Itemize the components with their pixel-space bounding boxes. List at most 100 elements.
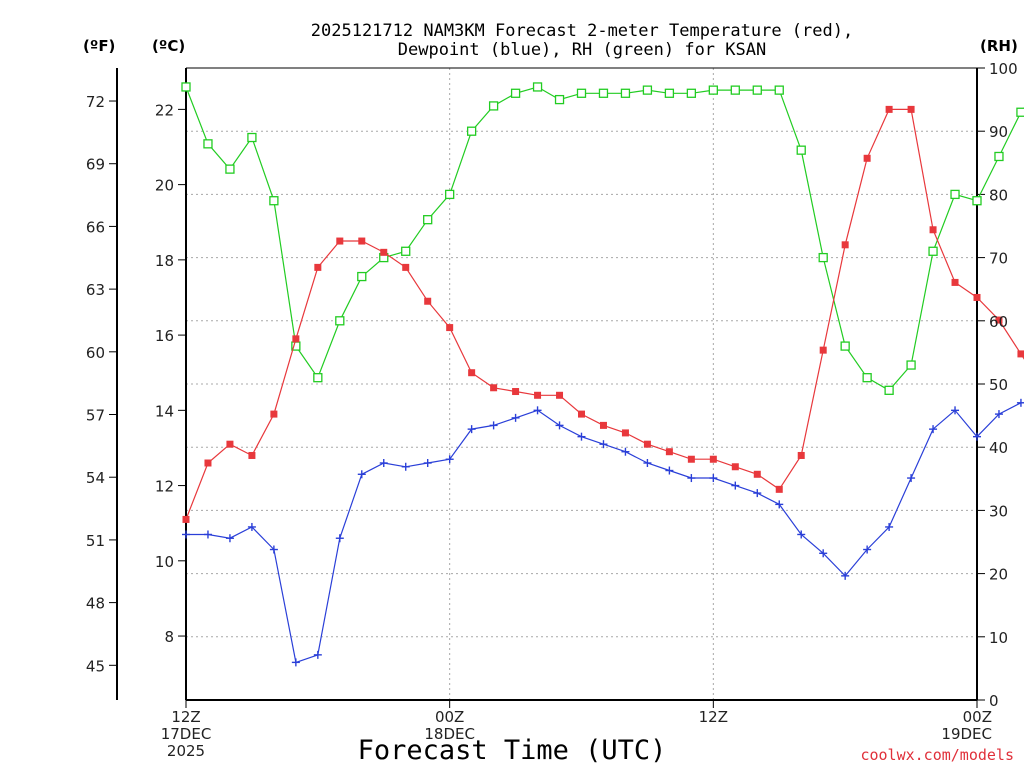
dewpoint-point [863,545,872,554]
dewpoint-point [467,425,476,434]
x-tick-label: 00Z [963,708,992,726]
temperature-point [534,391,542,399]
rh-point [203,139,213,149]
dewpoint-point [203,530,212,539]
rh-tick-label: 100 [989,60,1018,78]
rh-series [181,82,1024,395]
rh-point [225,164,235,174]
x-tick-label: 17DEC [161,725,212,743]
temperature-point [446,324,454,332]
dewpoint-point [973,432,981,441]
x-tick-label: 00Z [435,708,464,726]
temperature-point [753,470,761,478]
dewpoint-point [555,421,564,430]
dewpoint-point [489,421,498,430]
rh-tick-label: 40 [989,439,1008,457]
rh-point [950,189,960,200]
dewpoint-point [445,455,454,464]
dewpoint-point [643,459,652,467]
celsius-tick-label: 18 [155,252,174,270]
rh-axis-unit: (RH) [980,37,1018,55]
x-tick-label: 19DEC [941,725,992,743]
temperature-series [182,105,1024,523]
temperature-point [929,226,937,234]
rh-point [642,85,653,95]
rh-point [686,88,697,98]
dewpoint-point [753,489,762,498]
temperature-point [819,346,827,354]
celsius-tick-label: 16 [155,327,174,345]
dewpoint-point [951,406,960,415]
temperature-point [797,451,805,459]
rh-point [862,373,872,383]
dewpoint-point [225,534,234,543]
rh-point [510,88,521,98]
fahrenheit-tick-label: 54 [86,469,105,487]
dewpoint-point [247,522,256,531]
celsius-tick-label: 12 [155,478,174,496]
temperature-point [358,237,366,245]
temperature-point [643,440,651,448]
rh-tick-label: 80 [989,186,1008,204]
rh-point [664,88,675,98]
rh-point [906,360,916,370]
chart-title-line-1: 2025121712 NAM3KM Forecast 2-meter Tempe… [311,21,853,41]
temperature-point [665,448,673,456]
rh-point [269,196,279,206]
celsius-axis-unit: (ºC) [152,37,185,55]
dewpoint-point [1016,398,1024,407]
rh-point [840,341,850,351]
fahrenheit-tick-label: 48 [86,595,105,613]
dewpoint-point [291,658,300,667]
fahrenheit-axis-unit: (ºF) [83,37,115,55]
rh-point [884,385,894,395]
dewpoint-point [269,545,278,554]
temperature-point [863,154,871,162]
temperature-point [775,485,783,493]
grid-lines [186,68,977,700]
dewpoint-point [599,440,608,449]
temperature-point [578,410,585,418]
temperature-point [402,263,410,271]
dewpoint-line [186,402,1024,664]
dewpoint-point [731,481,740,490]
rh-point [620,88,631,98]
fahrenheit-tick-label: 57 [86,407,105,425]
rh-point [357,271,367,282]
temperature-point [512,388,520,396]
celsius-tick-label: 10 [155,553,174,571]
temperature-point [951,278,959,286]
rh-tick-label: 90 [989,123,1008,141]
celsius-tick-label: 8 [164,628,174,646]
dewpoint-point [401,462,410,471]
temperature-point [182,515,190,523]
temperature-point [292,335,300,343]
dewpoint-point [335,534,344,543]
temperature-point [204,459,212,467]
fahrenheit-tick-label: 63 [86,281,105,299]
rh-point [708,85,718,95]
dewpoint-point [621,447,630,456]
dewpoint-point [665,466,674,475]
celsius-tick-label: 20 [155,177,174,195]
dewpoint-point [885,522,894,531]
dewpoint-point [841,571,850,580]
temperature-point [709,455,717,463]
axes [109,67,985,708]
temperature-point [687,455,695,463]
temperature-point [226,440,234,448]
rh-point [466,126,477,136]
dewpoint-point [357,470,366,479]
rh-point [532,82,543,92]
dewpoint-point [511,413,520,422]
temperature-point [468,369,476,377]
temperature-line [185,108,1024,520]
rh-point [928,246,938,256]
dewpoint-point [709,474,718,483]
temperature-point [973,293,981,301]
dewpoint-point [577,432,586,441]
temperature-point [314,263,322,271]
rh-point [247,132,257,143]
fahrenheit-tick-label: 66 [86,218,105,236]
rh-point [181,82,191,92]
